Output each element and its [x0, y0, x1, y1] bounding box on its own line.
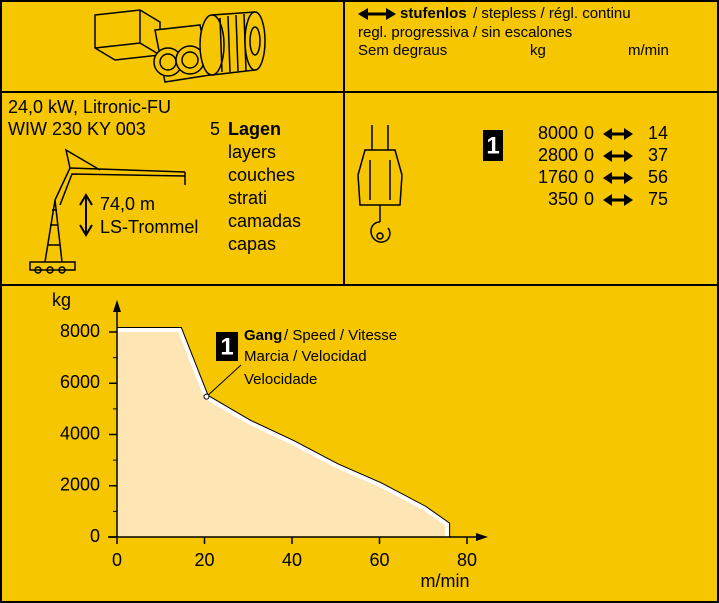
y-tick-label: 8000: [60, 321, 100, 341]
x-tick-label: 60: [369, 550, 389, 570]
table-cell: 0: [584, 145, 594, 165]
x-tick-label: 40: [282, 550, 302, 570]
y-tick-label: 0: [90, 526, 100, 546]
gear-label: 1: [486, 132, 499, 159]
table-cell: 350: [548, 189, 578, 209]
drive-text: WIW 230 KY 003: [8, 119, 146, 139]
table-cell: 0: [584, 123, 594, 143]
table-cell: 14: [648, 123, 668, 143]
y-tick-label: 4000: [60, 423, 100, 443]
drive-text: couches: [228, 165, 295, 185]
x-axis-label: m/min: [421, 571, 470, 591]
header-text: kg: [530, 42, 546, 59]
annotation-text: Velocidade: [244, 371, 317, 388]
table-cell: 8000: [538, 123, 578, 143]
drive-text: Lagen: [228, 119, 281, 139]
drive-text: 24,0 kW, Litronic-FU: [8, 97, 171, 117]
x-tick-label: 80: [457, 550, 477, 570]
table-cell: 0: [584, 189, 594, 209]
table-cell: 37: [648, 145, 668, 165]
header-text: / stepless / régl. continu: [473, 5, 631, 22]
table-cell: 75: [648, 189, 668, 209]
drive-text: strati: [228, 188, 267, 208]
header-text: Sem degraus: [358, 42, 447, 59]
drive-text: 74,0 m: [100, 194, 155, 214]
drive-text: 5: [210, 119, 220, 139]
table-cell: 2800: [538, 145, 578, 165]
x-tick-label: 0: [112, 550, 122, 570]
y-tick-label: 6000: [60, 372, 100, 392]
table-cell: 56: [648, 167, 668, 187]
x-tick-label: 20: [194, 550, 214, 570]
header-text: regl. progressiva / sin escalones: [358, 24, 572, 41]
page: stufenlos / stepless / régl. continu reg…: [0, 0, 719, 603]
table-cell: 1760: [538, 167, 578, 187]
header-text: m/min: [628, 42, 669, 59]
annotation-gear: 1: [220, 333, 233, 360]
drive-text: camadas: [228, 211, 301, 231]
point: [204, 394, 209, 399]
y-tick-label: 2000: [60, 475, 100, 495]
y-axis-label: kg: [52, 290, 71, 310]
drive-text: capas: [228, 234, 276, 254]
header-text: stufenlos: [400, 5, 467, 22]
drive-text: layers: [228, 142, 276, 162]
annotation-text: / Speed / Vitesse: [284, 327, 397, 344]
annotation-text: Gang: [244, 327, 282, 344]
drive-text: LS-Trommel: [100, 217, 198, 237]
annotation-text: Marcia / Velocidad: [244, 348, 367, 365]
table-cell: 0: [584, 167, 594, 187]
